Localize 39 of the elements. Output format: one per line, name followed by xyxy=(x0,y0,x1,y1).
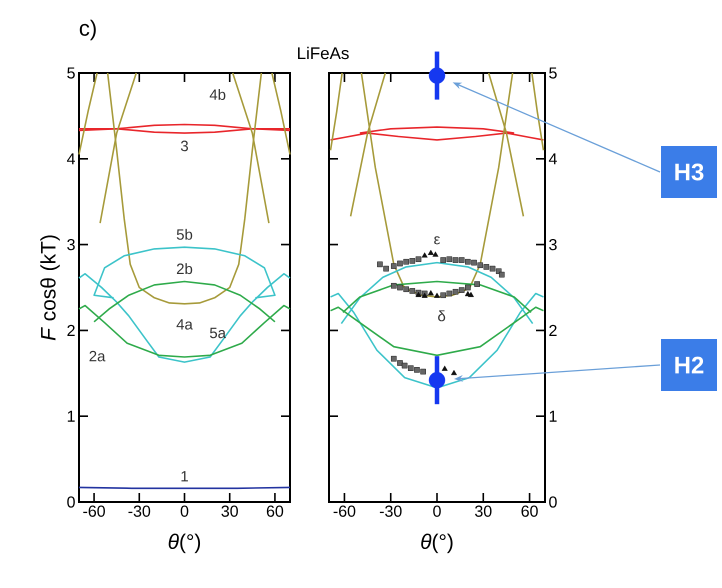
y-tick-label: 4 xyxy=(66,153,76,164)
x-tick-label: 30 xyxy=(221,506,238,517)
series-label: 2b xyxy=(176,263,192,274)
y-tick-label: 2 xyxy=(67,324,75,336)
y-tick-label: 4 xyxy=(548,153,557,164)
y-tick-label: 3 xyxy=(549,238,557,250)
y-tick-label: 0 xyxy=(549,496,557,508)
series-label: 3 xyxy=(180,140,188,152)
series-label: ε xyxy=(434,236,440,244)
y-tick-label: 5 xyxy=(549,67,557,79)
series-label: 4a xyxy=(176,319,193,330)
x-axis-title: θ(°) xyxy=(421,534,453,554)
series-label: 4b xyxy=(210,88,226,100)
x-tick-label: 60 xyxy=(266,506,284,517)
series-label: 5b xyxy=(176,228,192,240)
chart-title: LiFeAs xyxy=(298,46,349,60)
series-label: 1 xyxy=(181,471,188,482)
series-label: 5a xyxy=(210,328,226,338)
y-tick-label: 1 xyxy=(68,410,75,422)
x-tick-label: -30 xyxy=(380,506,402,517)
series-label: 2a xyxy=(90,350,106,362)
x-tick-label: -60 xyxy=(334,506,356,517)
y-axis-title: F cosθ (kT) xyxy=(40,235,60,340)
y-tick-label: 0 xyxy=(67,496,75,508)
text: H2 xyxy=(675,356,704,374)
y-tick-label: 2 xyxy=(549,324,557,336)
y-tick-label: 1 xyxy=(550,410,557,422)
x-tick-label: 60 xyxy=(522,506,538,517)
x-tick-label: -60 xyxy=(83,506,105,517)
x-tick-label: 0 xyxy=(433,506,441,517)
x-tick-label: -30 xyxy=(128,506,150,517)
y-tick-label: 3 xyxy=(67,238,75,250)
series-label: δ xyxy=(438,310,446,322)
x-tick-label: 30 xyxy=(475,506,492,517)
y-tick-label: 5 xyxy=(67,67,75,79)
x-axis-title: θ(°) xyxy=(168,534,200,554)
text: H3 xyxy=(675,164,704,180)
x-tick-label: 0 xyxy=(180,506,188,517)
text: c) xyxy=(80,20,96,40)
